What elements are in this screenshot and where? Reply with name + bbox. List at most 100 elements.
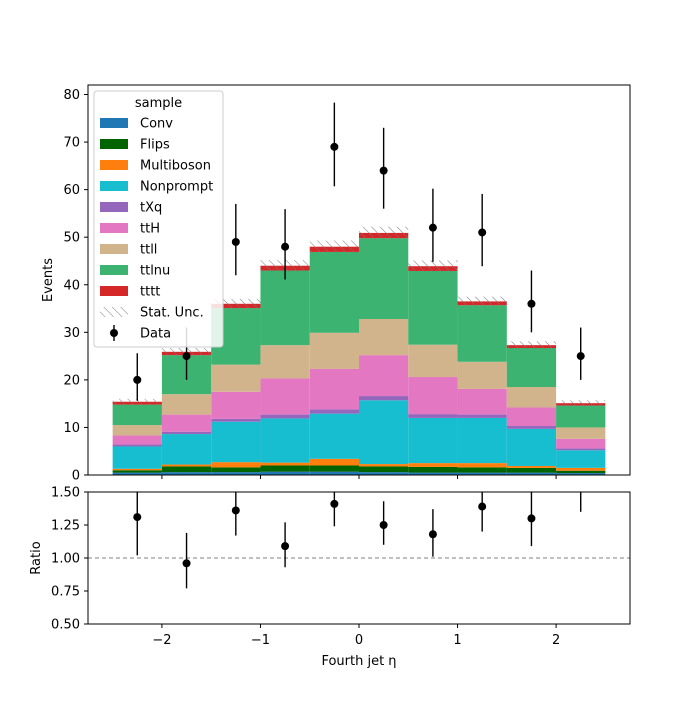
data-point-8 [527,299,536,308]
legend: sample Conv Flips Multiboson Nonprompt tXq ttH… [93,90,224,348]
ratio-y-axis-label: Ratio [29,541,44,574]
data-point-0 [133,375,142,384]
bar-nonprompt-bin-4 [309,413,359,459]
series-txq [112,396,606,451]
stat-unc-bin-0 [112,398,162,405]
main-y-tick-label: 80 [63,88,80,103]
legend-entry-ttlnu: ttlnu [100,264,170,279]
ratio-point-8 [527,514,536,523]
bar-ttll-bin-1 [161,394,212,415]
stat-unc-bin-4 [309,240,359,253]
bar-multiboson-bin-3 [260,462,310,466]
ratio-panel: 0.50 0.75 1.00 1.25 1.50 −2 −1 0 1 2 Ratio Fourth j… [29,486,631,669]
main-y-tick-label: 0 [72,469,80,484]
bar-ttll-bin-6 [408,344,458,378]
bar-txq-bin-3 [260,414,310,419]
bar-multiboson-bin-1 [161,464,212,467]
ratio-axes-frame [87,491,631,625]
data-point-5 [379,166,388,175]
ratio-x-axis: −2 −1 0 1 2 [152,624,560,648]
main-y-tick-label: 50 [63,231,80,246]
bar-multiboson-bin-7 [457,463,507,468]
bar-ttll-bin-3 [260,345,310,379]
ratio-x-tick-label: −1 [251,633,270,648]
bar-txq-bin-2 [211,418,261,422]
legend-entry-stat-unc: Stat. Unc. [100,306,204,321]
legend-swatch-ttll [100,244,128,254]
bar-conv-bin-5 [359,472,409,475]
legend-entry-conv: Conv [100,117,173,132]
bar-nonprompt-bin-8 [506,428,557,466]
bar-multiboson-bin-8 [506,465,557,468]
legend-label: Conv [140,117,173,132]
bar-ttlnu-bin-7 [457,305,507,362]
ratio-y-tick-label: 0.75 [51,585,80,600]
data-point-6 [428,223,437,232]
bar-tth-bin-8 [506,407,557,427]
legend-swatch-stat-unc [100,307,128,317]
ratio-x-tick-label: 1 [453,633,461,648]
bar-ttlnu-bin-8 [506,348,557,388]
bar-txq-bin-5 [359,396,409,401]
bar-tth-bin-9 [556,438,606,449]
bar-multiboson-bin-2 [211,462,261,468]
stat-unc-bin-8 [506,341,557,349]
bar-tth-bin-0 [112,435,162,445]
bar-multiboson-bin-4 [309,458,359,466]
legend-entry-data: Data [110,325,171,342]
ratio-y-tick-label: 0.50 [51,618,80,633]
legend-label: Nonprompt [140,180,213,195]
bar-txq-bin-1 [161,431,212,435]
bar-tth-bin-3 [260,378,310,415]
bar-ttlnu-bin-4 [309,251,359,333]
bar-ttll-bin-4 [309,332,359,369]
bar-multiboson-bin-6 [408,463,458,467]
bar-flips-bin-4 [309,465,359,472]
main-x-axis [161,475,557,479]
legend-swatch-tth [100,223,128,233]
bar-conv-bin-9 [556,473,606,475]
bar-flips-bin-0 [112,470,162,473]
legend-swatch-conv [100,118,128,128]
main-y-tick-label: 30 [63,326,80,341]
ratio-y-axis: 0.50 0.75 1.00 1.25 1.50 [51,486,88,633]
bar-nonprompt-bin-6 [408,417,458,464]
legend-label: ttH [140,222,160,237]
bar-tth-bin-1 [161,414,212,432]
bar-flips-bin-7 [457,467,507,473]
bar-ttll-bin-0 [112,425,162,436]
ratio-point-7 [478,502,487,511]
bar-multiboson-bin-0 [112,468,162,471]
bar-flips-bin-2 [211,467,261,473]
stat-unc-bin-6 [408,260,458,272]
bar-ttll-bin-9 [556,427,606,439]
ratio-x-tick-label: 2 [552,633,560,648]
ratio-point-4 [330,499,339,508]
ratio-point-2 [231,506,240,515]
bar-nonprompt-bin-7 [457,417,507,464]
legend-data-marker [110,329,118,337]
bar-conv-bin-4 [309,471,359,475]
main-y-tick-label: 20 [63,373,80,388]
legend-label: Multiboson [140,159,211,174]
ratio-point-3 [281,542,290,551]
bar-flips-bin-1 [161,466,212,473]
legend-entry-txq: tXq [100,201,162,216]
bar-tth-bin-4 [309,368,359,410]
bar-ttlnu-bin-9 [556,405,606,428]
main-y-tick-label: 70 [63,136,80,151]
legend-swatch-multiboson [100,160,128,170]
legend-label: tttt [140,285,160,300]
stat-unc-bin-9 [556,400,606,407]
bar-nonprompt-bin-1 [161,434,212,465]
legend-entry-ttll: ttll [100,243,157,258]
data-point-9 [576,352,585,361]
bar-tth-bin-2 [211,391,261,419]
data-point-4 [330,142,339,151]
bar-ttlnu-bin-0 [112,404,162,426]
ratio-plot-area [88,492,630,589]
data-point-2 [231,237,240,246]
bar-conv-bin-2 [211,472,261,475]
